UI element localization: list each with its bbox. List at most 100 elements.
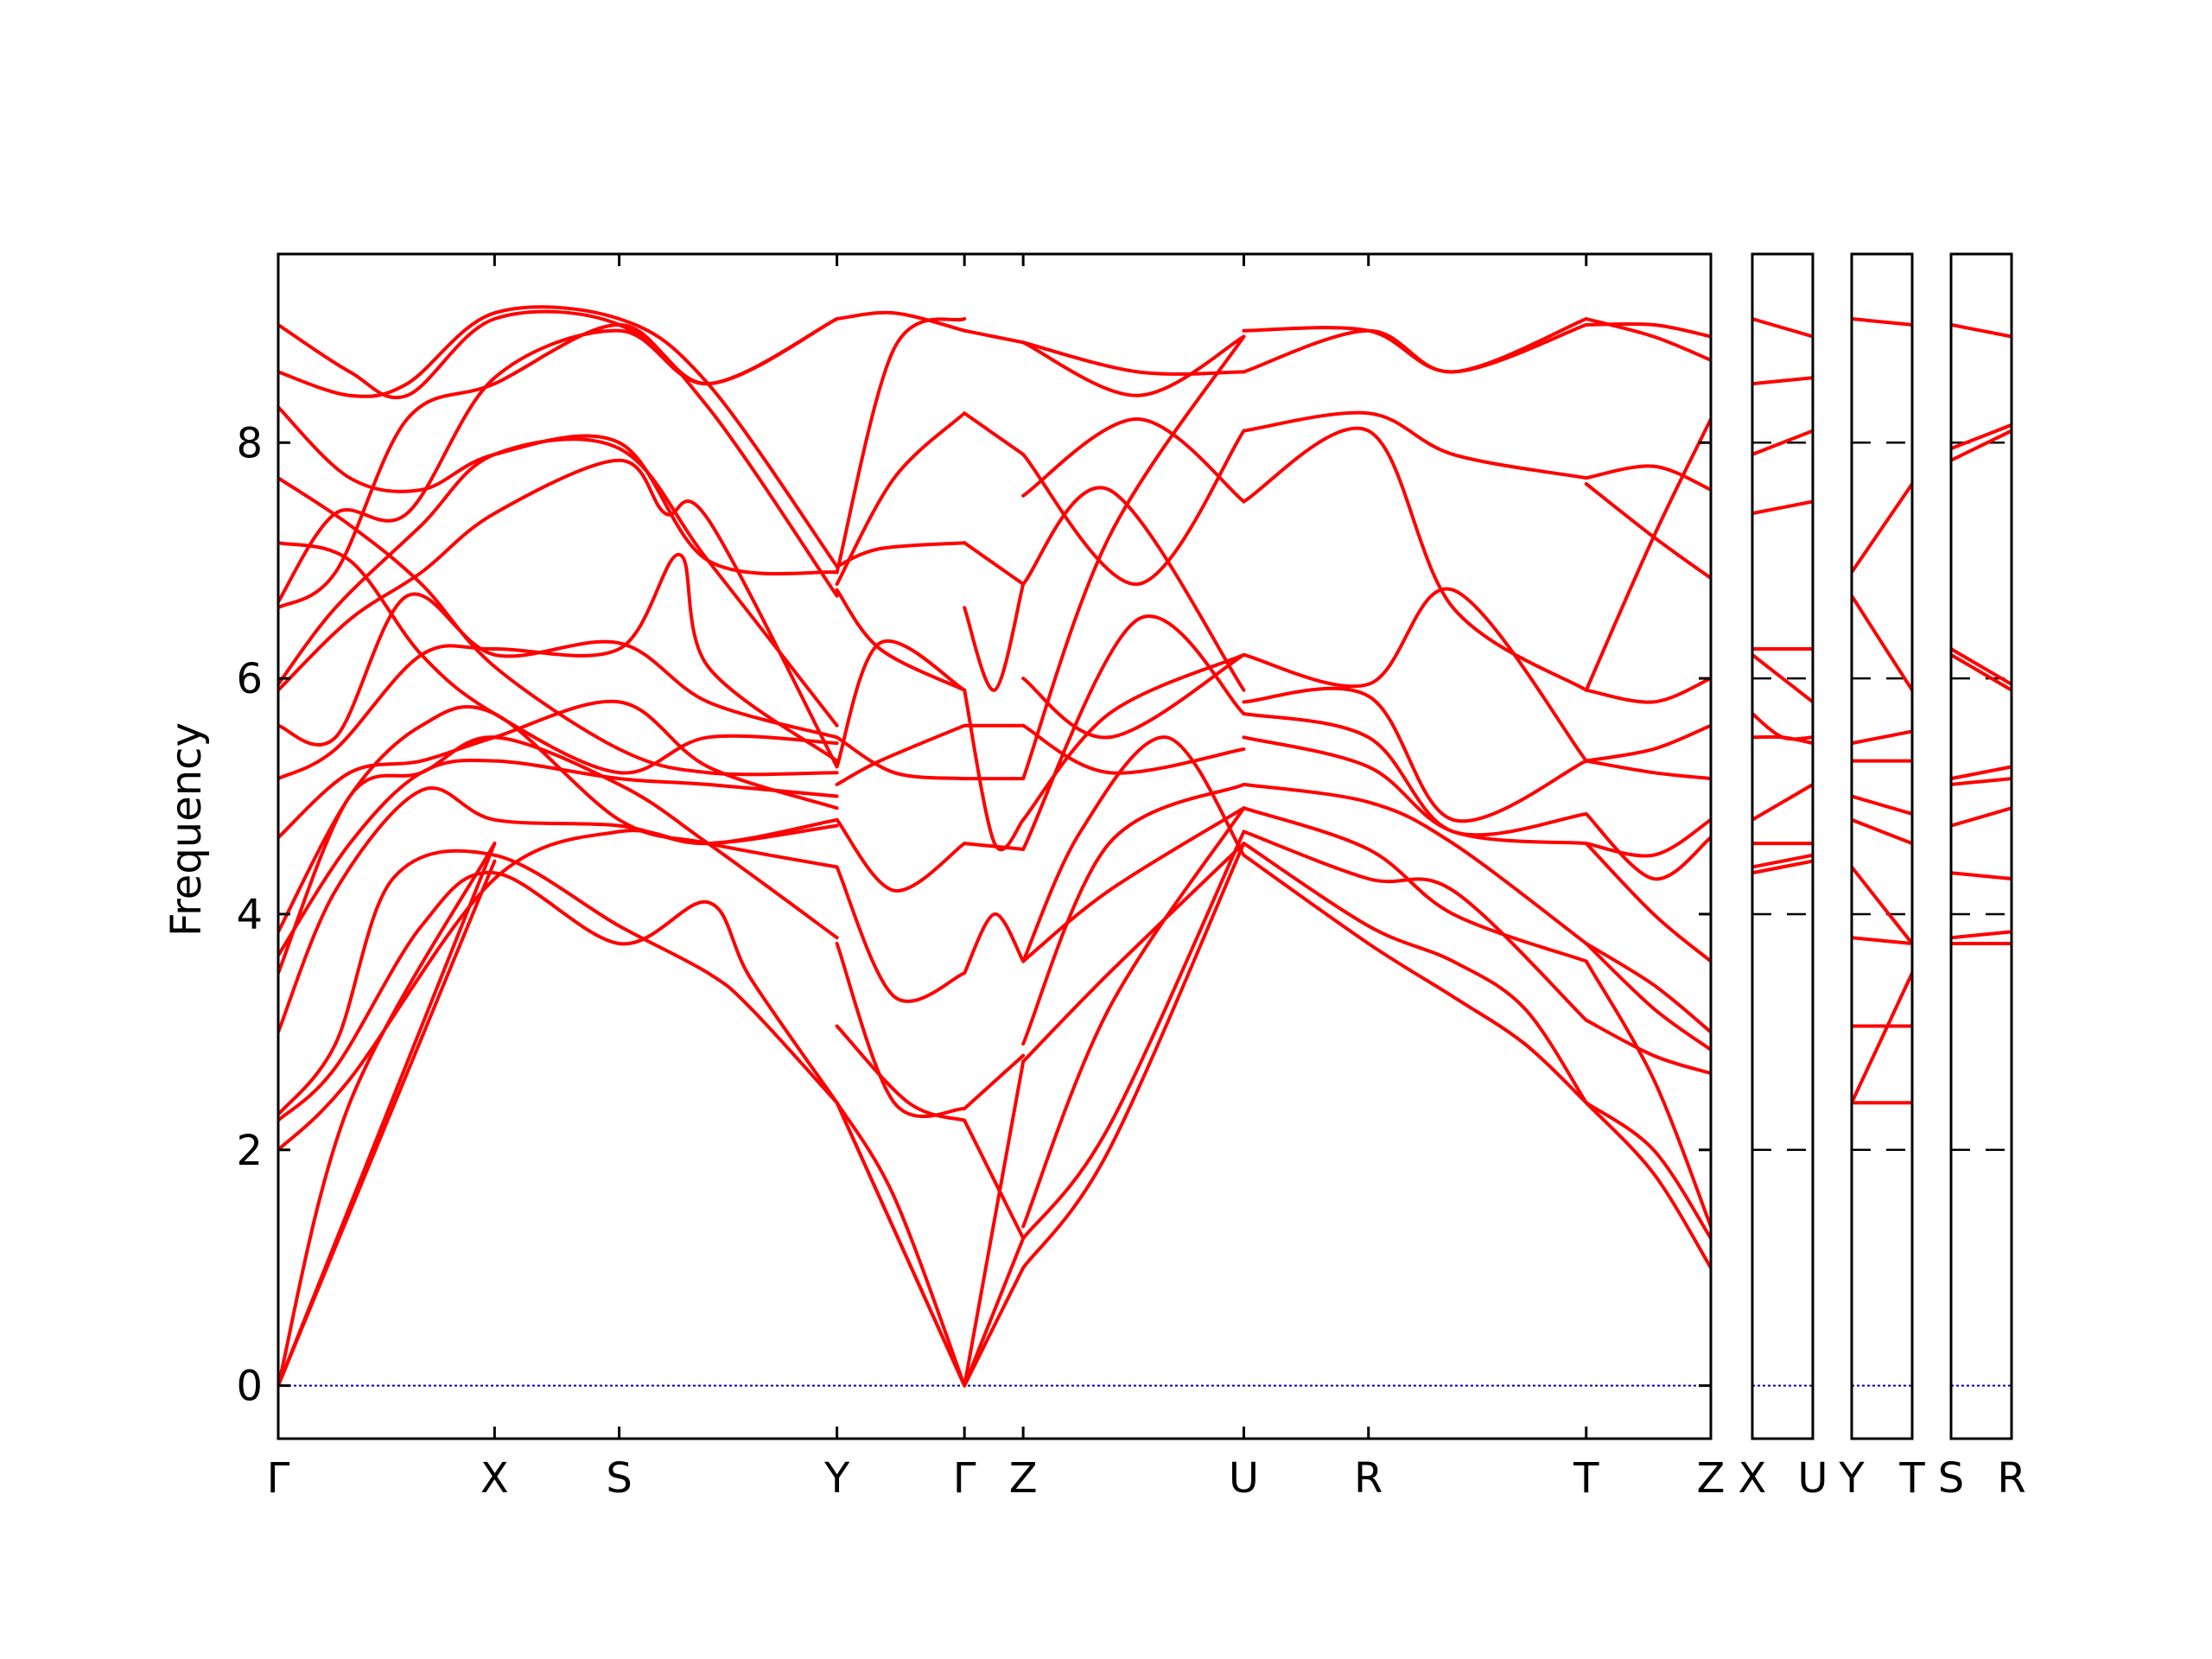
band-line <box>1752 317 1813 339</box>
band-line <box>1852 794 1912 816</box>
band-line <box>835 1024 967 1122</box>
band-line <box>1584 464 1711 492</box>
band-line <box>963 582 1026 692</box>
y-tick-label: 4 <box>236 891 263 939</box>
bands <box>278 305 1711 1388</box>
band-line <box>278 849 839 1116</box>
band-line <box>1242 587 1588 763</box>
band-line <box>1021 735 1246 963</box>
band-line <box>1242 806 1588 963</box>
y-tick-label: 2 <box>236 1127 263 1175</box>
x-tick-label: Γ <box>267 1454 290 1503</box>
band-line <box>1021 652 1246 822</box>
band-line <box>1021 830 1246 1241</box>
band-line <box>835 865 967 1003</box>
x-tick-label: Y <box>1838 1454 1865 1503</box>
band-line <box>835 310 967 333</box>
band-line <box>1242 842 1588 1105</box>
band-line <box>1584 723 1711 763</box>
band-line <box>1242 410 1588 480</box>
band-line <box>1852 482 1912 575</box>
band-line <box>1584 759 1711 781</box>
band-line <box>835 723 967 786</box>
band-line <box>835 411 967 586</box>
band-line <box>1752 712 1813 741</box>
x-tick-label: T <box>1573 1454 1599 1503</box>
band-line <box>1951 652 2012 692</box>
band-line <box>1584 942 1711 1052</box>
band-line <box>1852 317 1912 327</box>
band-line <box>1951 765 2012 781</box>
band-line <box>963 411 1026 456</box>
band-line <box>1584 942 1711 1034</box>
x-tick-label: X <box>1738 1454 1767 1503</box>
x-tick-label: U <box>1797 1454 1827 1503</box>
x-tick-label: Γ <box>953 1454 976 1503</box>
band-line <box>835 588 967 692</box>
band-line <box>1951 806 2012 828</box>
x-tick-label: S <box>1938 1454 1964 1503</box>
band-line <box>963 912 1026 976</box>
band-line <box>835 1101 967 1388</box>
band-line <box>1021 334 1246 397</box>
band-line <box>1021 723 1246 775</box>
band-line <box>278 458 839 769</box>
band-line <box>1242 322 1588 374</box>
x-tick-label: X <box>480 1454 509 1503</box>
band-line <box>278 759 839 957</box>
band-line <box>963 328 1026 345</box>
band-line <box>278 309 839 598</box>
band-line <box>278 541 839 775</box>
band-line <box>278 305 839 569</box>
band-line <box>835 735 967 781</box>
band-line <box>1752 429 1813 456</box>
band-line <box>1951 647 2012 686</box>
band-line <box>1852 971 1912 1105</box>
band-line <box>1584 959 1711 1229</box>
band-line <box>1752 499 1813 516</box>
band-line <box>1021 782 1246 1046</box>
band-line <box>1021 429 1246 587</box>
band-line <box>1584 317 1711 362</box>
band-line <box>1021 334 1246 781</box>
band-line <box>278 859 497 1388</box>
y-tick-label: 8 <box>236 419 263 467</box>
bands <box>1951 322 2012 946</box>
band-line <box>1242 782 1588 945</box>
band-line <box>1752 652 1813 704</box>
band-line <box>835 942 967 1119</box>
band-line <box>1242 853 1588 1105</box>
band-line <box>278 871 839 1122</box>
band-line <box>1584 321 1711 339</box>
bands <box>1852 317 1912 1105</box>
band-line <box>963 1053 1026 1110</box>
band-line <box>1951 930 2012 940</box>
band-line <box>1951 777 2012 786</box>
band-line <box>963 1118 1026 1241</box>
band-line <box>835 817 967 893</box>
band-line <box>1951 322 2012 339</box>
band-line <box>1242 735 1588 846</box>
band-line <box>1584 1018 1711 1076</box>
band-line <box>963 842 1026 851</box>
band-line <box>1852 936 1912 945</box>
band-line <box>1752 376 1813 386</box>
x-tick-label: U <box>1229 1454 1259 1503</box>
band-line <box>1584 482 1711 581</box>
band-line <box>1021 486 1246 692</box>
band-line <box>1021 806 1246 1229</box>
x-tick-label: R <box>1354 1454 1382 1503</box>
band-line <box>1852 865 1912 945</box>
band-line <box>278 552 839 781</box>
y-axis-title: Frequency <box>162 722 211 937</box>
panel-frame <box>1949 252 2013 1440</box>
band-line <box>835 639 967 769</box>
band-line <box>1852 729 1912 746</box>
band-line <box>1021 416 1246 504</box>
x-tick-label: Z <box>1009 1454 1038 1503</box>
x-tick-label: S <box>606 1454 632 1503</box>
panel-frame <box>1850 252 1914 1440</box>
band-line <box>1021 842 1246 1270</box>
